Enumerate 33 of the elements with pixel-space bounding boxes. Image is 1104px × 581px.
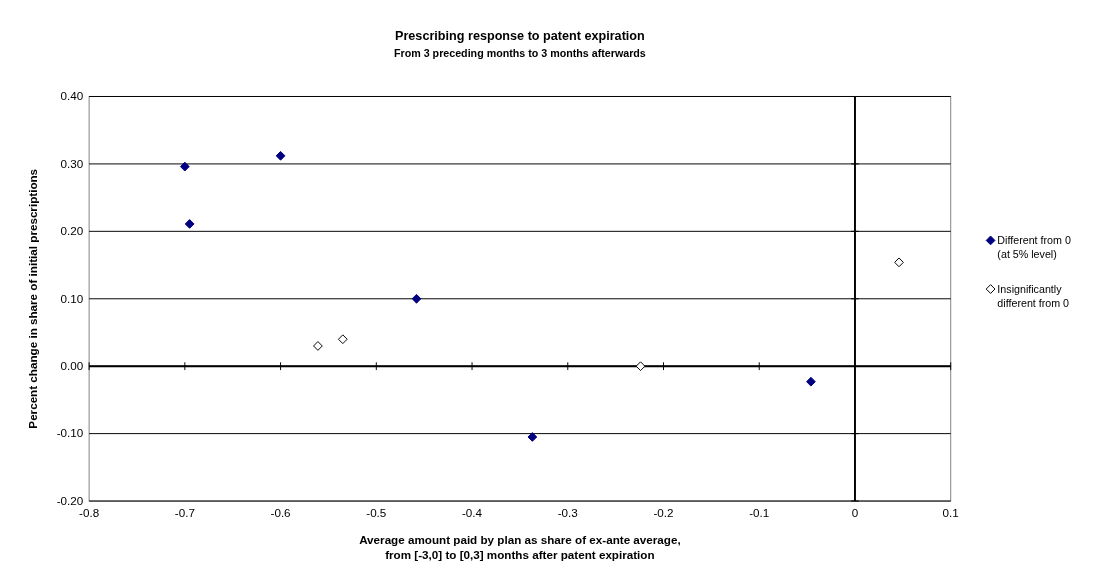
point [337,334,348,345]
x-tick-label: -0.7 [174,505,195,519]
legend-label: Insignificantly different from 0 [997,282,1070,309]
point [275,150,286,161]
point [894,257,904,268]
x-axis-title: Average amount paid by plan as share of ex-ante average, from [-3,0] to [0,3] months after patent expiration [359,532,681,562]
y-tick-label: 0.20 [60,224,84,238]
y-tick-label: 0.40 [60,89,84,103]
point [179,161,190,172]
x-tick-label: -0.2 [653,505,674,519]
point [313,341,323,351]
y-axis-title: Percent change in share of initial prescriptions [25,168,39,429]
x-tick-label: -0.6 [270,505,291,519]
y-tick-label: -0.10 [56,426,84,440]
chart-subtitle: From 3 preceding months to 3 months afterwards [394,46,646,59]
point [527,432,538,442]
legend-label: Different from 0 (at 5% level) [997,234,1071,260]
x-tick-label: 0 [851,505,859,519]
chart-title: Prescribing response to patent expiration [395,29,645,44]
x-tick-label: -0.4 [462,505,483,519]
y-tick-label: 0.30 [60,156,84,170]
y-tick-label: -0.20 [56,493,84,507]
y-tick-label: 0.00 [60,359,84,373]
point [806,376,816,387]
point [184,219,195,229]
point [411,293,422,304]
x-tick-label: 0.1 [942,505,959,519]
x-tick-label: -0.1 [749,505,770,519]
y-tick-label: 0.10 [60,291,84,305]
point [635,361,646,372]
x-tick-label: -0.8 [79,505,100,519]
x-tick-label: -0.5 [366,505,387,519]
x-tick-label: -0.3 [557,505,578,519]
